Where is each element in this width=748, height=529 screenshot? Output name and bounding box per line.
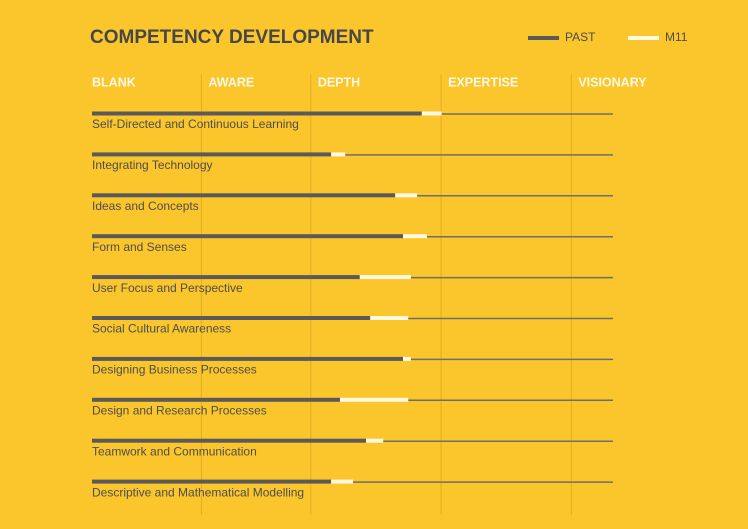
- x-tick-label: VISIONARY: [578, 75, 647, 89]
- bar-segment: [92, 111, 422, 116]
- bar-segment: [92, 397, 340, 402]
- category-label: User Focus and Perspective: [92, 281, 243, 295]
- bar-segment: [331, 479, 354, 484]
- bar-segment: [403, 356, 411, 361]
- bar-segment: [92, 275, 360, 280]
- bar-segment: [359, 275, 411, 280]
- bar-segment: [92, 479, 332, 484]
- bar-segment: [92, 356, 404, 361]
- bar-segment: [92, 234, 404, 239]
- category-label: Self-Directed and Continuous Learning: [92, 117, 299, 131]
- legend-label: PAST: [565, 30, 596, 44]
- bar-segment: [92, 438, 367, 443]
- category-label: Designing Business Processes: [92, 363, 257, 377]
- bar-segment: [421, 111, 442, 116]
- category-label: Teamwork and Communication: [92, 444, 257, 458]
- category-label: Design and Research Processes: [92, 403, 267, 417]
- chart-title: COMPETENCY DEVELOPMENT: [90, 27, 374, 48]
- bar-segment: [92, 316, 371, 320]
- bar-segment: [370, 316, 409, 320]
- category-label: Social Cultural Awareness: [92, 322, 231, 336]
- category-label: Ideas and Concepts: [92, 199, 199, 213]
- x-tick-label: BLANK: [92, 75, 136, 89]
- category-label: Descriptive and Mathematical Modelling: [92, 485, 304, 499]
- bar-segment: [331, 152, 346, 157]
- x-tick-label: DEPTH: [318, 75, 360, 89]
- category-label: Form and Senses: [92, 240, 187, 254]
- bar-segment: [403, 234, 428, 239]
- legend-label: M11: [665, 30, 688, 44]
- bar-segment: [395, 193, 418, 198]
- category-label: Integrating Technology: [92, 158, 213, 172]
- x-tick-label: EXPERTISE: [448, 75, 518, 89]
- bar-segment: [92, 152, 332, 157]
- bar-segment: [339, 397, 409, 402]
- bar-segment: [366, 438, 384, 443]
- bar-segment: [92, 193, 396, 198]
- x-tick-label: AWARE: [208, 75, 254, 89]
